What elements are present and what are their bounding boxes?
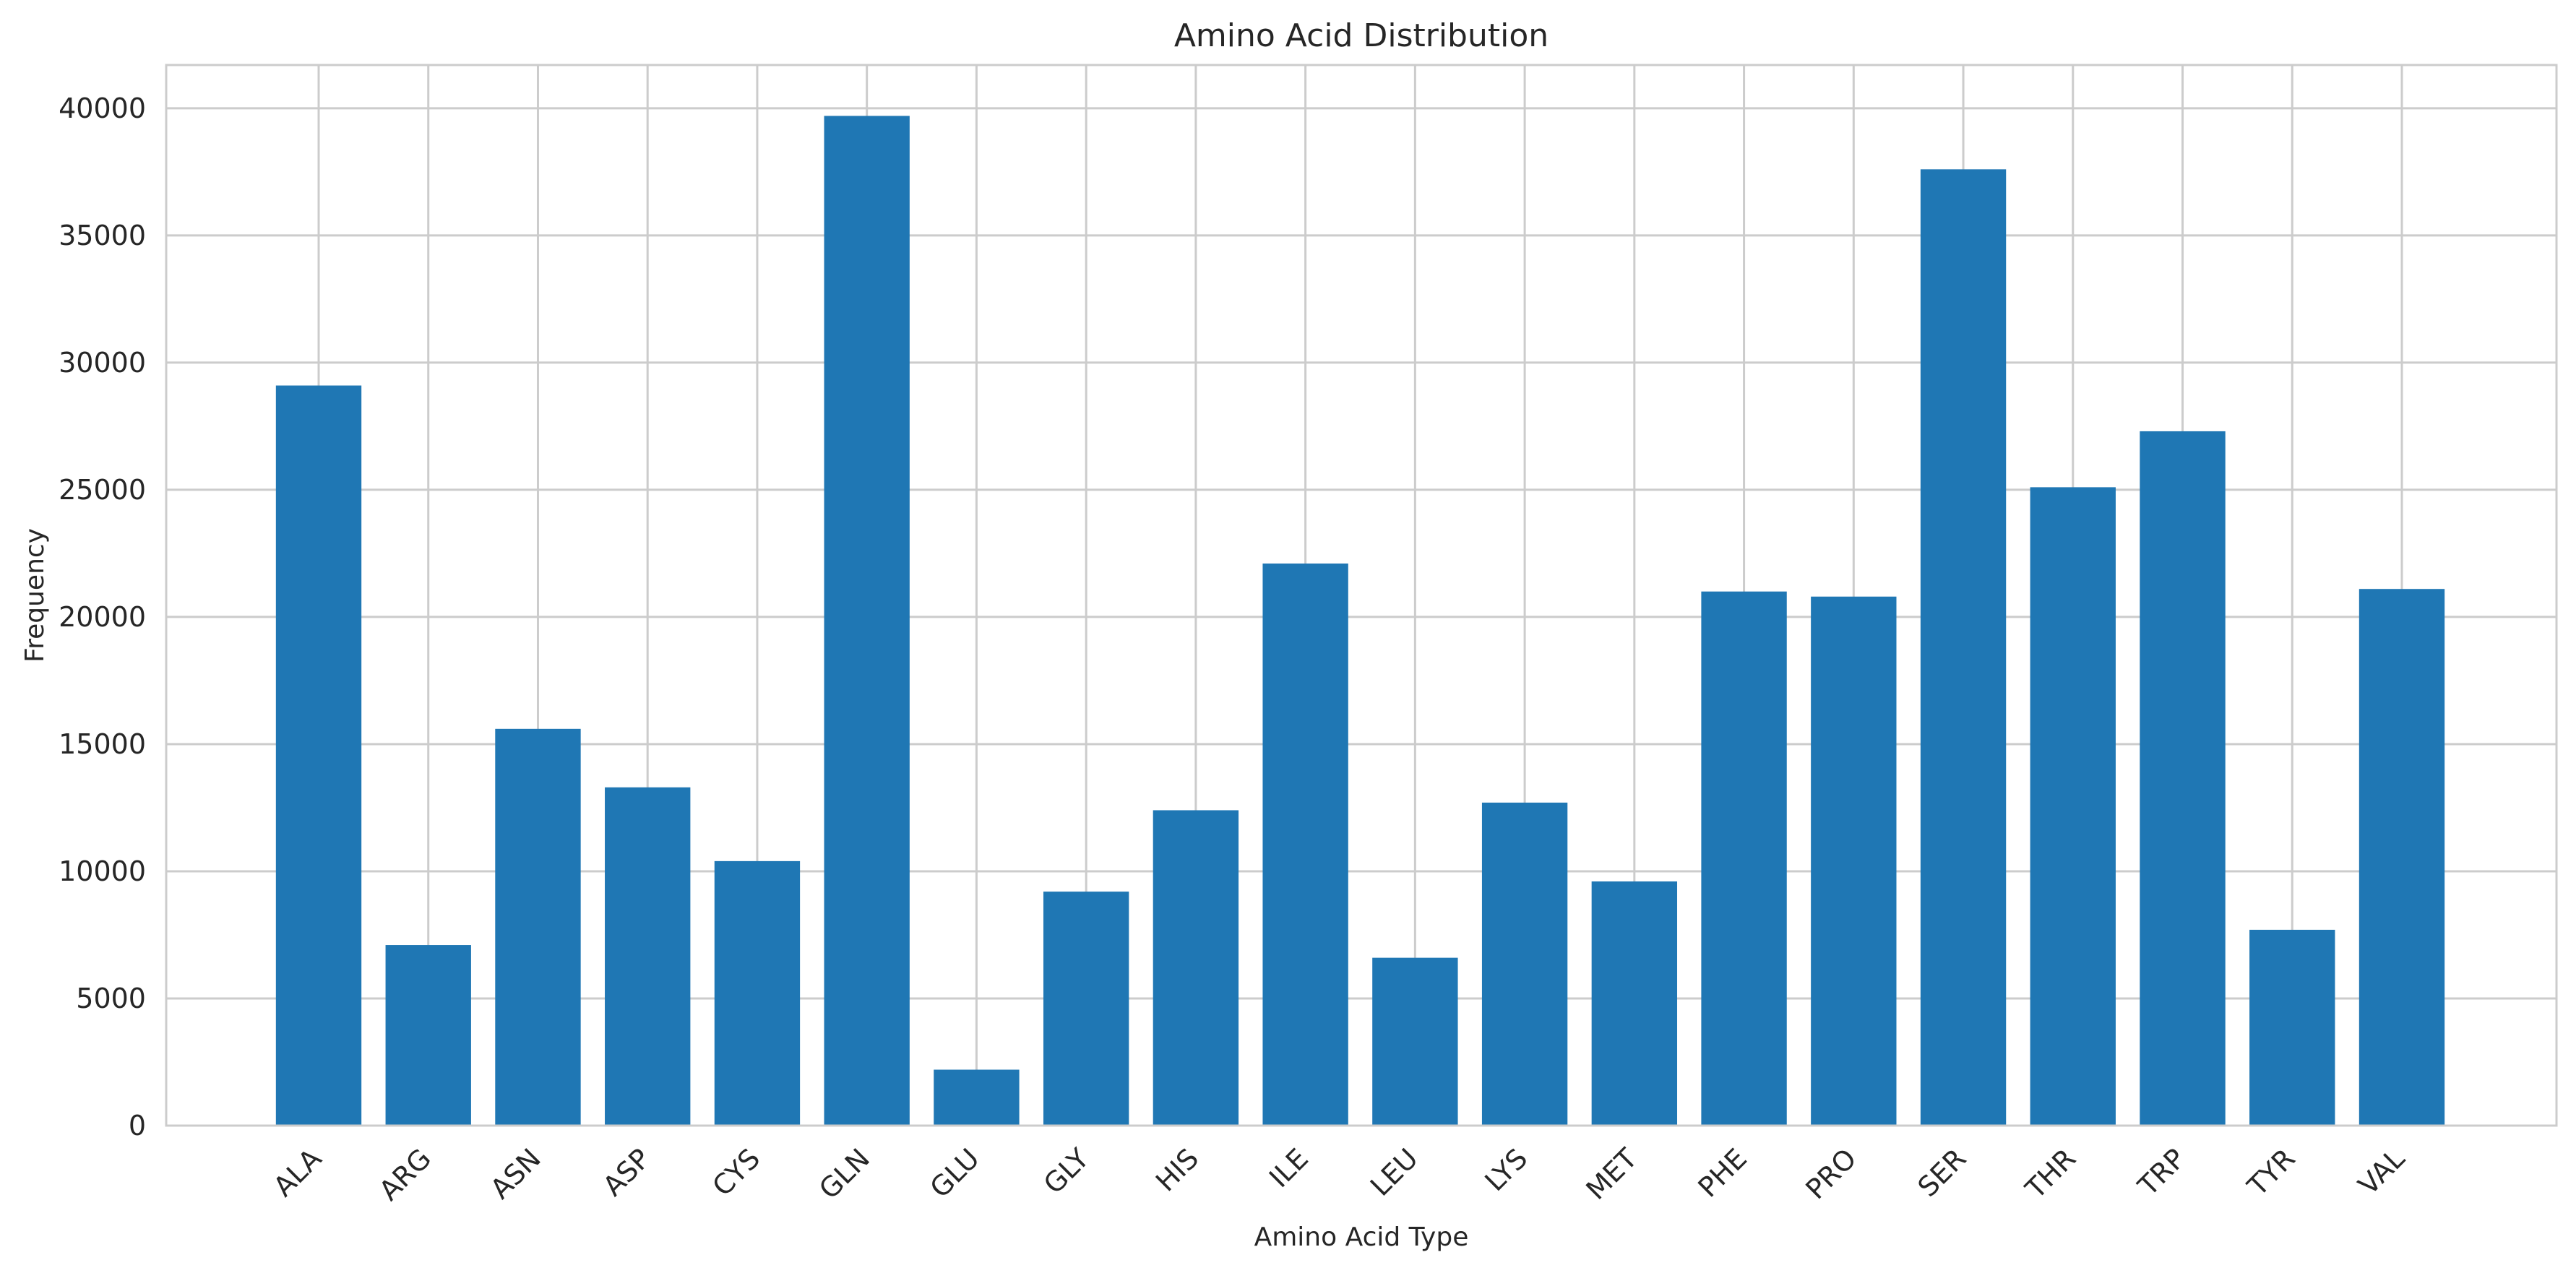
x-tick-label: LYS xyxy=(1478,1142,1533,1197)
bar-cys xyxy=(714,860,801,1126)
bar-thr xyxy=(2030,487,2116,1126)
x-tick-label: SER xyxy=(1912,1142,1973,1203)
bar-tyr xyxy=(2249,929,2335,1126)
bar-val xyxy=(2359,589,2445,1126)
y-tick-label: 25000 xyxy=(59,474,146,506)
x-tick-label: GLU xyxy=(924,1142,986,1204)
x-tick-label: PHE xyxy=(1692,1142,1752,1203)
bar-arg xyxy=(385,945,471,1126)
x-axis-label: Amino Acid Type xyxy=(1254,1222,1469,1252)
x-tick-label: VAL xyxy=(2352,1142,2411,1201)
y-tick-label: 10000 xyxy=(59,855,146,887)
x-tick-label: HIS xyxy=(1150,1142,1205,1197)
y-tick-label: 35000 xyxy=(59,220,146,251)
x-tick-label: MET xyxy=(1580,1142,1644,1206)
y-tick-label: 15000 xyxy=(59,728,146,760)
bar-ile xyxy=(1262,563,1348,1126)
x-tick-label: ILE xyxy=(1263,1142,1314,1194)
bar-glu xyxy=(934,1069,1020,1126)
x-tick-labels: ALA ARG ASN ASP CYS GLN GLU GLY HIS ILE LEU LYS MET P… xyxy=(267,1142,2411,1207)
y-tick-label: 0 xyxy=(129,1110,146,1142)
bar-leu xyxy=(1372,957,1458,1126)
x-tick-label: CYS xyxy=(706,1142,766,1202)
bar-pro xyxy=(1811,596,1897,1126)
x-tick-label: ASN xyxy=(484,1142,547,1205)
x-tick-label: ASP xyxy=(597,1142,657,1202)
x-tick-label: GLN xyxy=(813,1142,876,1205)
y-tick-label: 20000 xyxy=(59,601,146,633)
bar-gln xyxy=(824,116,910,1126)
x-tick-label: ARG xyxy=(373,1142,437,1207)
x-tick-label: TYR xyxy=(2241,1142,2301,1202)
bar-asn xyxy=(495,728,581,1126)
bar-asp xyxy=(605,787,691,1126)
x-tick-label: LEU xyxy=(1364,1142,1424,1202)
y-axis-label: Frequency xyxy=(20,528,50,663)
bar-ser xyxy=(1920,169,2007,1126)
y-tick-label: 40000 xyxy=(59,92,146,124)
bars xyxy=(275,116,2445,1126)
x-tick-label: PRO xyxy=(1800,1142,1863,1205)
y-tick-labels: 0 5000 10000 15000 20000 25000 30000 35000 40000 xyxy=(59,92,146,1142)
chart-title: Amino Acid Distribution xyxy=(1174,17,1548,54)
bar-trp xyxy=(2140,431,2226,1126)
bar-his xyxy=(1153,810,1239,1126)
bar-met xyxy=(1591,881,1678,1126)
x-tick-label: THR xyxy=(2019,1142,2082,1205)
bar-ala xyxy=(275,385,362,1126)
x-tick-label: GLY xyxy=(1038,1142,1095,1200)
y-tick-label: 30000 xyxy=(59,347,146,379)
plot-frame xyxy=(165,64,2558,1127)
bar-phe xyxy=(1701,591,1787,1126)
bar-lys xyxy=(1481,802,1568,1126)
bar-gly xyxy=(1043,892,1129,1126)
x-tick-label: ALA xyxy=(267,1142,327,1202)
y-tick-label: 5000 xyxy=(76,983,146,1014)
x-tick-label: TRP xyxy=(2132,1142,2192,1202)
